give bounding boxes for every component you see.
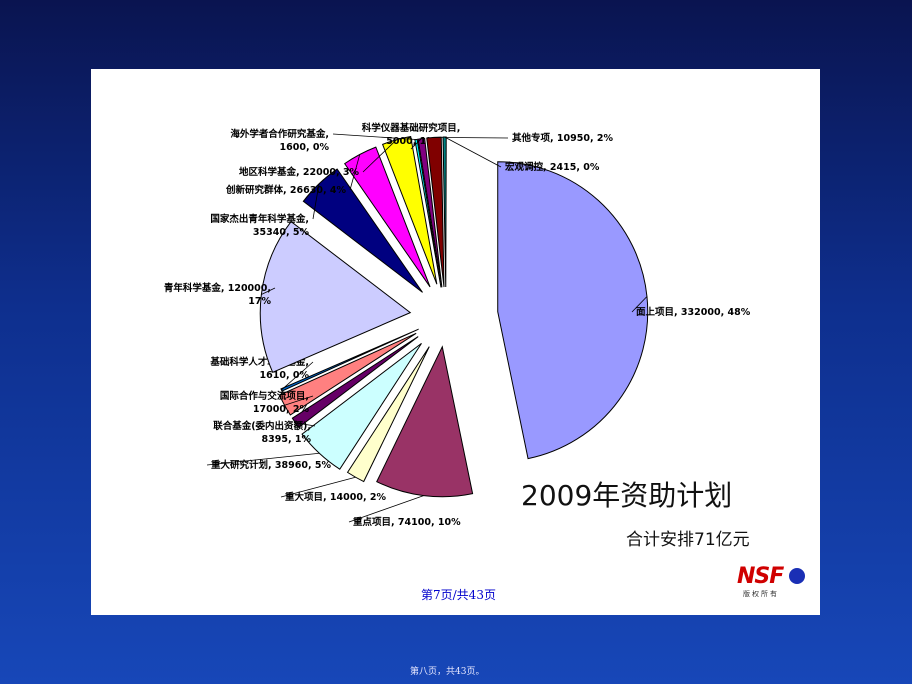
logo-text: NSF — [737, 564, 784, 589]
slice-label-1: 重点项目, 74100, 10% — [353, 516, 461, 528]
nsf-logo: NSF 版权所有 — [737, 564, 809, 604]
leader-line-1 — [348, 495, 424, 523]
slice-label-0: 面上项目, 332000, 48% — [636, 306, 751, 318]
pie-slice-5 — [278, 332, 417, 416]
leader-line-8 — [312, 183, 320, 220]
slice-label-8: 国家杰出青年科学基金, 35340, 5% — [210, 213, 309, 238]
leader-line-7 — [261, 287, 276, 295]
page-number: 第7页/共43页 — [421, 588, 496, 602]
leader-line-2 — [280, 476, 356, 498]
slice-label-2: 重大项目, 14000, 2% — [285, 491, 386, 503]
pie-slice-0 — [497, 161, 649, 460]
leader-line-4 — [295, 422, 316, 427]
chart-title: 2009年资助计划 — [521, 479, 733, 512]
slice-label-5: 国际合作与交流项目, 17000, 2% — [220, 390, 310, 415]
slide-canvas: 面上项目, 332000, 48% 重点项目, 74100, 10% 重大项目, 1… — [91, 69, 820, 615]
slice-label-12: 科学仪器基础研究项目, 5000, 1% — [362, 122, 461, 147]
slice-label-10: 地区科学基金, 22000, 3% — [239, 166, 359, 178]
pie-slice-12 — [417, 137, 443, 288]
pie-chart: 面上项目, 332000, 48% 重点项目, 74100, 10% 重大项目, 1… — [164, 122, 751, 528]
leader-line-12 — [410, 138, 422, 150]
pie-slice-9 — [343, 146, 431, 288]
slice-label-9: 创新研究群体, 26630, 4% — [225, 184, 346, 196]
pie-slice-14 — [442, 136, 447, 288]
chart-subtitle: 合计安排71亿元 — [626, 530, 750, 550]
leader-line-11 — [332, 133, 417, 140]
leader-line-6 — [281, 361, 314, 391]
logo-dot-icon — [789, 568, 805, 584]
logo-subtext: 版权所有 — [743, 590, 779, 598]
leader-line-14 — [444, 136, 502, 168]
slice-label-14: 宏观调控, 2415, 0% — [505, 161, 600, 173]
leader-line-10 — [362, 139, 397, 173]
slice-label-4: 联合基金(委内出资额), 8395, 1% — [213, 420, 311, 445]
leader-line-0 — [631, 296, 648, 313]
slice-label-3: 重大研究计划, 38960, 5% — [211, 459, 331, 471]
leader-line-5 — [284, 395, 314, 406]
slice-label-13: 其他专项, 10950, 2% — [512, 132, 613, 144]
slice-label-11: 海外学者合作研究基金, 1600, 0% — [230, 128, 329, 153]
slice-label-7: 青年科学基金, 120000, 17% — [164, 282, 272, 307]
leader-line-3 — [206, 452, 320, 466]
leader-line-9 — [349, 154, 361, 191]
footer-text: 第八页，共43页。 — [410, 667, 485, 677]
pie-slice-6 — [280, 328, 419, 392]
